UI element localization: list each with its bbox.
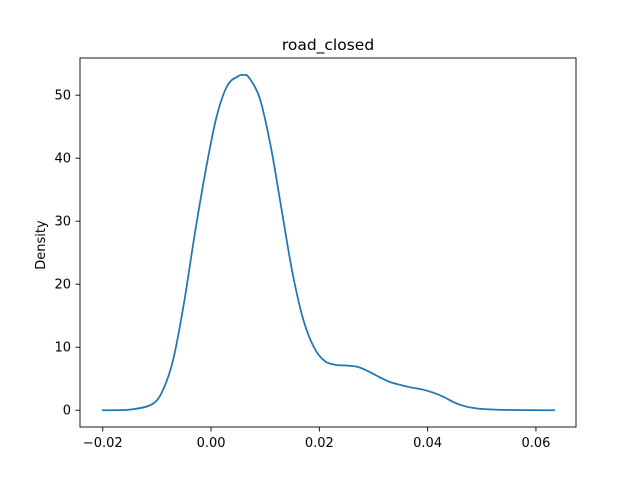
y-tick-label: 50 [54, 89, 71, 104]
chart-title: road_closed [282, 36, 374, 55]
x-axis-ticks: −0.02 0.00 0.02 0.04 0.06 [83, 427, 550, 451]
y-tick-label: 40 [54, 152, 71, 167]
x-tick-label: 0.04 [413, 436, 442, 451]
x-tick-label: 0.06 [521, 436, 550, 451]
y-axis-label: Density [34, 220, 49, 270]
y-tick-label: 20 [54, 278, 71, 293]
x-tick-label: −0.02 [83, 436, 123, 451]
x-tick-label: 0.02 [305, 436, 334, 451]
density-line [101, 73, 556, 412]
x-tick-label: 0.00 [197, 436, 226, 451]
y-tick-label: 0 [63, 404, 71, 419]
y-tick-label: 10 [54, 341, 71, 356]
y-tick-label: 30 [54, 215, 71, 230]
plot-frame [79, 57, 577, 428]
y-axis-ticks: 0 10 20 30 40 50 [54, 89, 80, 419]
